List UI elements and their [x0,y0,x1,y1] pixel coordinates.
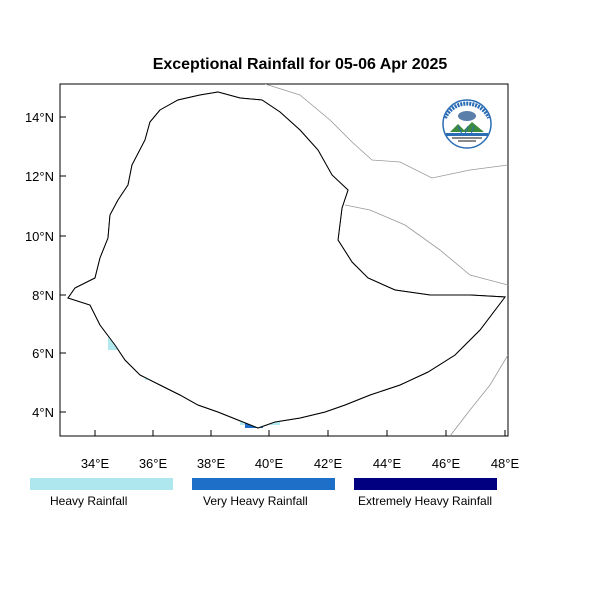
lon-tick-44e: 44°E [373,456,402,471]
legend-label-extremely-heavy: Extremely Heavy Rainfall [358,494,493,508]
lat-tick-12n: 12°N [25,169,54,184]
lat-tick-6n: 6°N [32,346,54,361]
legend-swatch-heavy [30,478,173,490]
somalia-coast [449,354,508,436]
red-sea-coast [264,84,508,179]
lon-tick-34e: 34°E [81,456,110,471]
lon-tick-40e: 40°E [255,456,284,471]
lat-tick-10n: 10°N [25,229,54,244]
legend-label-very-heavy: Very Heavy Rainfall [203,494,308,508]
lon-tick-38e: 38°E [197,456,226,471]
lat-tick-8n: 8°N [32,288,54,303]
lat-tick-4n: 4°N [32,405,54,420]
gulf-of-aden-coast [344,204,508,286]
lon-tick-48e: 48°E [491,456,520,471]
lon-tick-36e: 36°E [139,456,168,471]
legend-swatch-extremely-heavy [354,478,497,490]
legend-label-heavy: Heavy Rainfall [50,494,128,508]
lat-tick-14n: 14°N [25,110,54,125]
map-title: Exceptional Rainfall for 05-06 Apr 2025 [152,56,448,73]
legend-swatch-very-heavy [192,478,335,490]
lon-tick-42e: 42°E [314,456,343,471]
lon-tick-46e: 46°E [432,456,461,471]
ethiopian-meteorology-logo [442,99,492,149]
axis-ticks [60,116,506,436]
